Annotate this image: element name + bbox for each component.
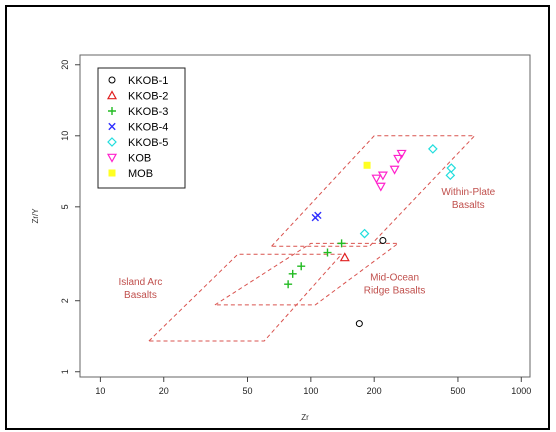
x-tick-label: 1000: [511, 386, 531, 396]
legend-label: MOB: [128, 168, 153, 180]
x-tick-label: 100: [303, 386, 318, 396]
series-kkob-5: [359, 144, 457, 239]
chart-frame: [5, 5, 550, 430]
legend-label: KKOB-5: [128, 137, 168, 149]
y-tick-label: 1: [60, 369, 70, 374]
x-tick-label: 500: [450, 386, 465, 396]
series-kkob-3: [284, 239, 346, 289]
data-point: [396, 149, 407, 159]
data-point: [359, 228, 370, 239]
legend-symbol: [108, 122, 116, 131]
data-point: [314, 211, 322, 220]
series-kkob-1: [355, 236, 387, 328]
data-point: [428, 144, 438, 154]
legend-label: KKOB-4: [128, 122, 168, 134]
data-point: [371, 174, 382, 184]
series-kob: [371, 149, 407, 192]
x-tick-label: 10: [95, 386, 105, 396]
region-label: Within-Plate: [441, 187, 495, 198]
legend-label: KOB: [128, 153, 151, 165]
classification-regions: Within-Plate Basalts Mid-Ocean Ridge Basalt…: [118, 135, 496, 342]
region-label: Ridge Basalts: [364, 285, 426, 296]
y-axis-title: Zr/Y: [31, 208, 40, 224]
region-outline: [213, 242, 400, 306]
legend-label: KKOB-3: [128, 106, 168, 118]
legend-box: [97, 67, 186, 189]
series-kkob-4: [311, 211, 322, 222]
region-label: Mid-Ocean: [370, 272, 419, 283]
legend-symbol: [108, 107, 116, 115]
legend: KKOB-1 KKOB-2 KKOB-3 KKOB-4 KKOB-5 KOB MOB: [97, 67, 186, 189]
plot-area: [79, 54, 531, 378]
region-outline: [147, 253, 343, 342]
legend-symbol: [108, 76, 116, 84]
data-point: [288, 269, 297, 278]
data-point: [297, 262, 306, 271]
data-point: [377, 171, 388, 181]
data-point: [389, 165, 400, 175]
region-label: Basalts: [124, 290, 157, 301]
data-point: [323, 248, 332, 257]
data-points: [284, 144, 457, 328]
legend-symbol: [108, 169, 116, 177]
data-point: [445, 170, 456, 181]
legend-label: KKOB-2: [128, 91, 168, 103]
y-tick-label: 5: [60, 204, 70, 209]
region-label: Basalts: [452, 200, 485, 211]
data-point: [355, 320, 363, 328]
region-outline: [270, 135, 476, 247]
y-tick-label: 2: [60, 298, 70, 303]
y-tick-label: 10: [60, 131, 70, 141]
legend-label: KKOB-1: [128, 75, 168, 87]
legend-symbol: [106, 153, 118, 163]
data-point: [284, 280, 293, 289]
data-point: [337, 239, 346, 248]
axes: 10 20 50 100 200 500 1000 1 2 5 10 20: [60, 60, 531, 396]
data-point: [339, 252, 350, 262]
region-label: Island Arc: [118, 277, 162, 288]
legend-symbol: [106, 90, 118, 100]
x-tick-label: 20: [159, 386, 169, 396]
x-axis-title: Zr: [301, 413, 309, 422]
legend-symbol: [107, 137, 117, 147]
x-tick-label: 50: [242, 386, 252, 396]
data-point: [375, 182, 386, 192]
series-kkob-2: [339, 252, 350, 262]
data-point: [393, 154, 404, 164]
data-point: [379, 236, 387, 244]
x-tick-label: 200: [367, 386, 382, 396]
y-tick-label: 20: [60, 60, 70, 70]
series-mob: [363, 161, 371, 169]
data-point: [446, 163, 457, 173]
data-point: [363, 161, 371, 169]
